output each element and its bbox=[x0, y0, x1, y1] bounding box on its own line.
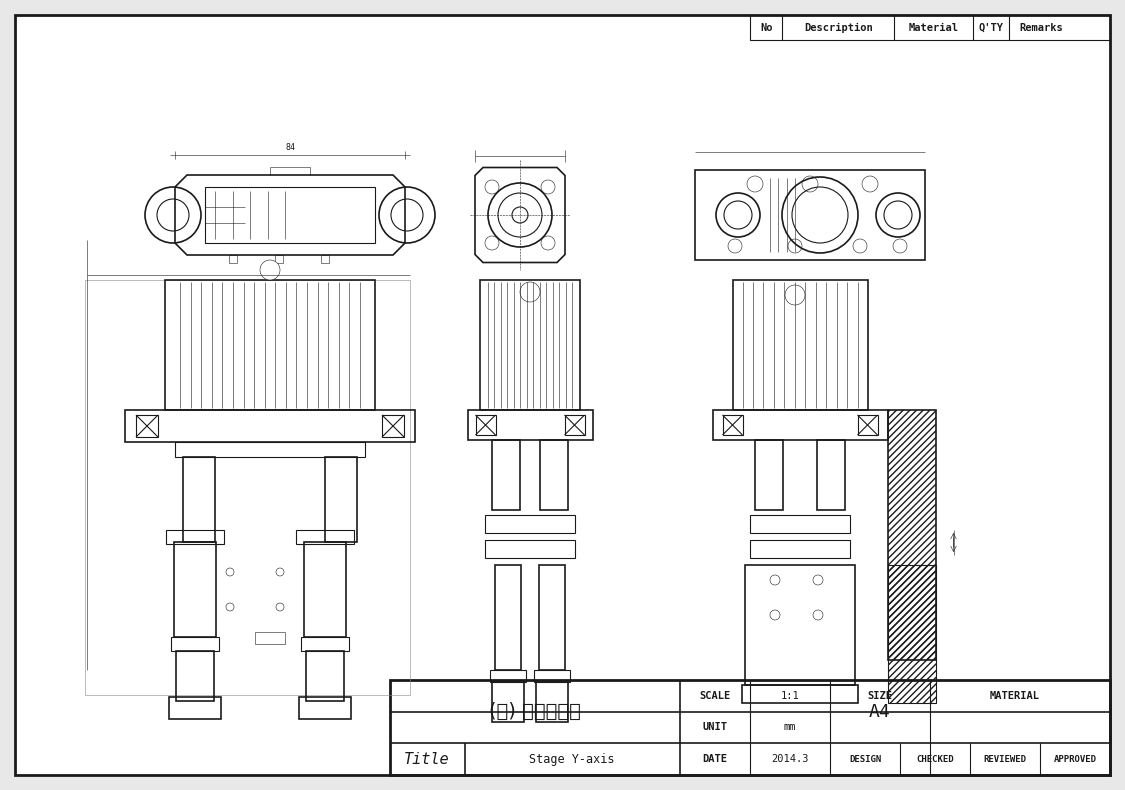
Bar bbox=[750, 15, 1110, 40]
Text: (주) 라이트테크: (주) 라이트테크 bbox=[489, 702, 580, 721]
Bar bbox=[274, 255, 282, 263]
Bar bbox=[228, 255, 236, 263]
Text: 84: 84 bbox=[285, 142, 295, 152]
Bar bbox=[176, 442, 364, 457]
Bar bbox=[540, 440, 568, 510]
Bar bbox=[536, 682, 568, 722]
Bar bbox=[485, 540, 575, 558]
Bar bbox=[480, 280, 580, 410]
Text: A4: A4 bbox=[870, 702, 891, 720]
Text: Description: Description bbox=[804, 22, 873, 32]
Text: mm: mm bbox=[784, 723, 796, 732]
Text: No: No bbox=[760, 22, 773, 32]
Text: DATE: DATE bbox=[702, 754, 728, 764]
Bar bbox=[468, 410, 593, 440]
Text: UNIT: UNIT bbox=[702, 723, 728, 732]
Text: Material: Material bbox=[909, 22, 958, 32]
Bar bbox=[306, 651, 344, 701]
Bar bbox=[176, 651, 214, 701]
Bar bbox=[86, 280, 410, 695]
Bar bbox=[299, 697, 351, 719]
Bar bbox=[255, 632, 285, 644]
Text: MATERIAL: MATERIAL bbox=[990, 690, 1040, 701]
Bar bbox=[495, 565, 521, 670]
Bar bbox=[325, 457, 357, 542]
Bar bbox=[888, 565, 936, 703]
Text: DESIGN: DESIGN bbox=[849, 754, 881, 764]
Bar bbox=[857, 415, 878, 435]
Bar bbox=[166, 530, 224, 544]
Text: Remarks: Remarks bbox=[1019, 22, 1063, 32]
Bar bbox=[722, 415, 742, 435]
Text: APPROVED: APPROVED bbox=[1053, 754, 1097, 764]
Bar bbox=[888, 410, 936, 660]
Bar bbox=[390, 680, 1110, 775]
Bar bbox=[302, 637, 349, 651]
Bar bbox=[174, 542, 216, 637]
Bar bbox=[183, 457, 215, 542]
Text: 2014.3: 2014.3 bbox=[772, 754, 809, 764]
Text: SCALE: SCALE bbox=[700, 690, 730, 701]
Bar bbox=[296, 530, 354, 544]
Bar bbox=[490, 670, 526, 682]
Bar bbox=[321, 255, 328, 263]
Bar bbox=[750, 540, 850, 558]
Bar bbox=[732, 280, 867, 410]
Bar bbox=[492, 440, 520, 510]
Bar bbox=[817, 440, 845, 510]
Bar bbox=[485, 515, 575, 533]
Bar bbox=[136, 415, 158, 437]
Bar bbox=[712, 410, 888, 440]
Bar bbox=[125, 410, 415, 442]
Bar bbox=[755, 440, 783, 510]
Text: Stage Y-axis: Stage Y-axis bbox=[529, 753, 614, 766]
Text: SIZE: SIZE bbox=[867, 690, 892, 701]
Text: 1:1: 1:1 bbox=[781, 690, 800, 701]
Text: CHECKED: CHECKED bbox=[916, 754, 954, 764]
Text: Title: Title bbox=[404, 751, 450, 766]
Text: Q'TY: Q'TY bbox=[979, 22, 1004, 32]
Bar bbox=[742, 685, 858, 703]
Bar bbox=[205, 187, 375, 243]
Bar bbox=[750, 515, 850, 533]
Bar bbox=[745, 565, 855, 685]
Bar bbox=[492, 682, 524, 722]
Bar bbox=[534, 670, 570, 682]
Bar bbox=[476, 415, 495, 435]
Bar bbox=[165, 280, 375, 410]
Bar bbox=[539, 565, 565, 670]
Bar bbox=[171, 637, 219, 651]
Text: REVIEWED: REVIEWED bbox=[983, 754, 1026, 764]
Bar bbox=[382, 415, 404, 437]
Bar bbox=[695, 170, 925, 260]
Bar bbox=[304, 542, 346, 637]
Circle shape bbox=[260, 260, 280, 280]
Bar bbox=[169, 697, 220, 719]
Bar bbox=[565, 415, 585, 435]
